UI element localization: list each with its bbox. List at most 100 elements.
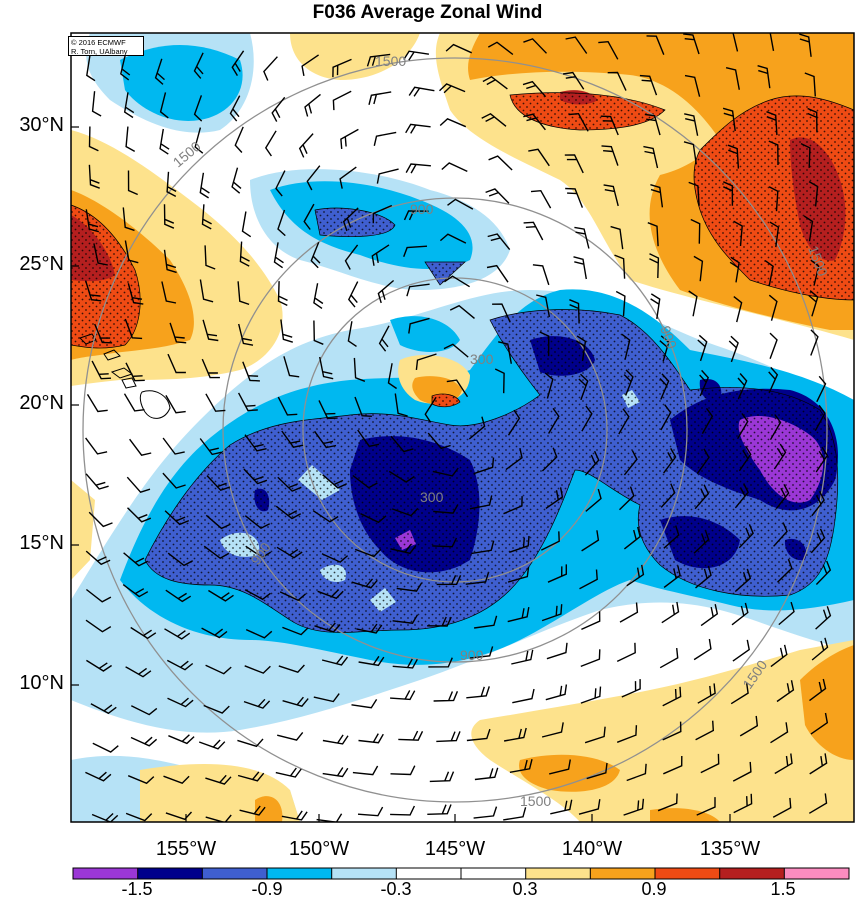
wind-barb (244, 589, 271, 601)
wind-barb (280, 319, 294, 343)
wind-barb (808, 793, 828, 814)
wind-barb (578, 799, 601, 815)
wind-barb (505, 447, 523, 471)
wind-barb (807, 107, 818, 133)
wind-barb (271, 96, 286, 122)
wind-barb (313, 283, 324, 309)
wind-barb (732, 33, 739, 52)
wind-barb (342, 207, 359, 232)
wind-barb (580, 686, 602, 704)
wind-barb (650, 293, 661, 320)
wind-barb (358, 655, 385, 667)
wind-barb (85, 771, 112, 782)
wind-barb (621, 679, 641, 698)
wind-barb (523, 221, 544, 241)
credit-line-2: R. Torn, UAlbany (71, 47, 128, 56)
wind-barb (523, 113, 546, 131)
wind-barb (243, 468, 268, 485)
colorbar-label: -0.9 (251, 879, 283, 899)
wind-barb (810, 259, 820, 286)
wind-barb (773, 443, 787, 470)
wind-barb (737, 373, 748, 400)
wind-barb (199, 279, 214, 303)
wind-barb (776, 680, 795, 703)
wind-barb (390, 805, 416, 816)
colorbar-swatch (590, 868, 656, 879)
colorbar-swatch (331, 868, 397, 879)
wind-barb (85, 437, 108, 455)
credit-box: © 2016 ECMWF R. Torn, UAlbany (68, 36, 144, 56)
wind-barb (94, 323, 113, 344)
wind-barb (127, 507, 152, 523)
wind-barb (803, 215, 814, 242)
shading-layer (71, 33, 854, 822)
wind-barb (768, 366, 779, 394)
wind-barb (646, 35, 665, 55)
wind-barb (391, 507, 419, 517)
wind-barb (815, 446, 829, 473)
wind-barb (314, 622, 341, 633)
wind-barb (201, 358, 220, 379)
wind-barb (663, 448, 677, 474)
wind-barb (769, 414, 782, 441)
wind-barb (203, 545, 230, 560)
wind-barb (405, 123, 431, 134)
wind-barb (352, 474, 378, 489)
wind-barb (436, 731, 461, 743)
wind-barb (427, 616, 452, 627)
wind-barb (193, 52, 204, 79)
wind-barb (339, 166, 357, 189)
wind-barb (357, 429, 380, 448)
wind-barb (392, 658, 418, 669)
map-title: F036 Average Zonal Wind (312, 2, 543, 23)
wind-barb (360, 512, 387, 524)
wind-barb (127, 283, 144, 305)
colorbar-label: 1.5 (770, 879, 796, 899)
wind-barb (199, 172, 210, 199)
wind-barb (234, 126, 244, 153)
wind-barb (203, 704, 230, 714)
wind-barb (439, 233, 467, 244)
wind-barb (428, 657, 453, 668)
wind-barb (808, 290, 819, 317)
wind-barb (662, 686, 682, 707)
wind-barb (243, 698, 271, 709)
wind-barb (275, 505, 302, 520)
wind-barb (507, 606, 530, 623)
wind-barb (696, 448, 710, 475)
wind-barb (770, 644, 788, 668)
wind-barb (581, 611, 601, 631)
wind-barb (565, 187, 584, 208)
wind-barb (733, 793, 753, 814)
wind-barb (528, 148, 550, 167)
wind-barb (584, 726, 606, 744)
wind-barb (733, 220, 743, 247)
wind-barb (507, 409, 521, 436)
wind-barb (700, 604, 719, 627)
wind-barb (770, 722, 789, 744)
wind-barb (693, 529, 710, 554)
wind-barb (351, 578, 378, 589)
wind-barb (539, 331, 550, 357)
wind-barb (167, 353, 186, 374)
wind-barb (734, 483, 749, 509)
contour-label: 300 (470, 351, 494, 367)
wind-barb (408, 86, 435, 97)
lon-label-140w: 140°W (561, 838, 623, 860)
wind-barb (354, 396, 372, 417)
wind-barb (545, 487, 564, 509)
wind-barb (757, 65, 771, 89)
wind-barb (623, 526, 641, 550)
wind-barb (575, 335, 587, 362)
wind-barb (532, 264, 550, 286)
wind-barb (732, 761, 752, 782)
wind-barb (91, 91, 102, 117)
wind-barb (166, 171, 177, 198)
wind-barb (237, 738, 264, 748)
wind-barb (159, 92, 169, 119)
wind-barb (507, 566, 530, 583)
wind-barb (238, 323, 254, 346)
wind-barb (124, 318, 143, 340)
wind-barb (466, 686, 490, 699)
